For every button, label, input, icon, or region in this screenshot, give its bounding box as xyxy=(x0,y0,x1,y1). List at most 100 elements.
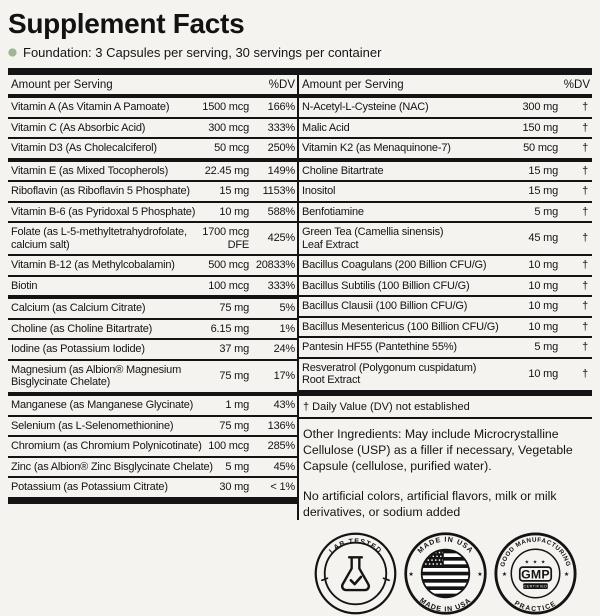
table-row: Folate (as L-5-methyltetrahydrofolate, c… xyxy=(8,223,297,257)
ingredient-amount: 1 mg xyxy=(225,398,249,411)
table-row: Bacillus Mesentericus (100 Billion CFU/G… xyxy=(299,318,592,339)
ingredient-name: Vitamin A (As Vitamin A Pamoate) xyxy=(11,101,170,113)
table-row: Choline Bitartrate 15 mg † xyxy=(299,162,592,183)
ingredient-amount: 75 mg xyxy=(219,302,249,315)
dv-header: %DV xyxy=(268,79,295,91)
ingredient-name: Green Tea (Camellia sinensis) Leaf Extra… xyxy=(302,226,444,251)
gmp-center-label: GMP xyxy=(521,567,550,581)
ingredient-name: Resveratrol (Polygonum cuspidatum) Root … xyxy=(302,361,477,387)
column-header: Amount per Serving %DV xyxy=(8,75,297,94)
ingredient-dagger: † xyxy=(582,164,588,177)
ingredient-amount: 10 mg xyxy=(528,300,558,313)
facts-column-left: Amount per Serving %DV Vitamin A (As Vit… xyxy=(8,75,297,520)
table-row: Bacillus Coagulans (200 Billion CFU/G) 1… xyxy=(299,256,592,277)
ingredient-name: Inositol xyxy=(302,185,336,198)
table-row: N-Acetyl-L-Cysteine (NAC) 300 mg † xyxy=(299,98,592,119)
made-in-usa-badge: MADE IN USA MADE IN USA ★ ★ xyxy=(403,532,487,615)
ingredient-amount: 5 mg xyxy=(225,460,249,473)
ingredient-dv: 588% xyxy=(267,205,296,218)
ingredient-name: Bacillus Clausii (100 Billion CFU/G) xyxy=(302,300,468,313)
ingredient-dagger: † xyxy=(582,279,588,292)
certified-label: CERTIFIED xyxy=(523,585,547,589)
table-row: Resveratrol (Polygonum cuspidatum) Root … xyxy=(299,359,592,390)
ingredient-amount: 6.15 mg xyxy=(210,322,250,335)
ingredient-amount: 300 mcg xyxy=(208,121,249,134)
ingredient-dv: < 1% xyxy=(270,481,295,494)
table-row: Vitamin C (As Absorbic Acid) 300 mcg 333… xyxy=(8,119,297,140)
star-icon: ★ xyxy=(501,571,506,578)
ingredient-dv: 24% xyxy=(273,343,296,356)
ingredient-name: Manganese (as Manganese Glycinate) xyxy=(11,398,194,411)
table-row: Inositol 15 mg † xyxy=(299,182,592,203)
ingredient-amount: 10 mg xyxy=(528,368,558,381)
ingredient-name: Magnesium (as Albion® Magnesium Bisglyci… xyxy=(11,363,182,389)
bottom-rule-left xyxy=(8,496,297,504)
table-row: Vitamin B-12 (as Methylcobalamin) 500 mc… xyxy=(8,256,297,277)
ingredient-amount: 1700 mcg DFE xyxy=(202,226,249,251)
dv-header: %DV xyxy=(563,79,590,91)
ingredient-name: Vitamin D3 (As Cholecalciferol) xyxy=(11,142,157,155)
amount-header: Amount per Serving xyxy=(11,79,113,91)
ingredient-amount: 1500 mcg xyxy=(202,101,249,113)
ingredient-rows-left: Vitamin A (As Vitamin A Pamoate) 1500 mc… xyxy=(8,98,297,497)
checkmark-icon xyxy=(349,575,362,586)
table-row: Vitamin A (As Vitamin A Pamoate) 1500 mc… xyxy=(8,98,297,119)
ingredient-amount: 75 mg xyxy=(219,419,249,432)
stars-row: ★ ★ ★ xyxy=(524,559,546,565)
ingredient-name: Choline (as Choline Bitartrate) xyxy=(11,322,153,335)
star-icon: ★ xyxy=(563,571,568,578)
star-icon: ★ xyxy=(408,571,413,578)
ingredient-name: Bacillus Mesentericus (100 Billion CFU/G… xyxy=(302,320,499,333)
table-row: Benfotiamine 5 mg † xyxy=(299,203,592,224)
table-row: Green Tea (Camellia sinensis) Leaf Extra… xyxy=(299,223,592,257)
ingredient-name: Vitamin C (As Absorbic Acid) xyxy=(11,121,146,134)
ingredient-dv: 45% xyxy=(273,460,296,473)
ingredient-amount: 10 mg xyxy=(219,205,249,218)
ingredient-dagger: † xyxy=(582,341,588,354)
flag-stars xyxy=(423,551,443,565)
paragraph-rule xyxy=(299,416,592,419)
ingredient-dv: 149% xyxy=(267,164,296,177)
page-title: Supplement Facts xyxy=(8,8,245,39)
table-row: Pantesin HF55 (Pantethine 55%) 5 mg † xyxy=(299,338,592,359)
ingredient-dv: 1% xyxy=(279,322,296,335)
dash-icon xyxy=(382,577,390,582)
table-row: Zinc (as Albion® Zinc Bisglycinate Chela… xyxy=(8,458,297,479)
ingredient-amount: 300 mg xyxy=(522,101,559,113)
certification-badges: LAB TESTED xyxy=(299,531,591,616)
ingredient-amount: 100 mcg xyxy=(208,440,249,453)
header-rule xyxy=(8,94,297,98)
ingredient-dv: 333% xyxy=(267,121,296,134)
daily-value-footnote: † Daily Value (DV) not established xyxy=(303,400,470,413)
ingredient-dv: 5% xyxy=(279,302,296,315)
facts-column-right: Amount per Serving %DV N-Acetyl-L-Cystei… xyxy=(299,75,592,520)
ingredient-dagger: † xyxy=(582,185,588,198)
ingredient-dv: 43% xyxy=(273,398,296,411)
ingredient-name: Chromium (as Chromium Polynicotinate) xyxy=(11,440,202,453)
ingredient-amount: 10 mg xyxy=(528,320,558,333)
ingredient-name: Folate (as L-5-methyltetrahydrofolate, c… xyxy=(11,226,187,251)
ingredient-name: Vitamin E (as Mixed Tocopherols) xyxy=(11,164,169,177)
table-row: Malic Acid 150 mg † xyxy=(299,119,592,140)
amount-header: Amount per Serving xyxy=(302,79,404,91)
ingredient-amount: 150 mg xyxy=(522,121,559,134)
ingredient-dv: 333% xyxy=(267,279,296,292)
column-divider xyxy=(297,75,299,521)
ingredient-dagger: † xyxy=(582,300,588,313)
green-dot-icon xyxy=(8,48,17,57)
ingredient-amount: 30 mg xyxy=(219,481,249,494)
table-row: Vitamin E (as Mixed Tocopherols) 22.45 m… xyxy=(8,162,297,183)
ingredient-amount: 10 mg xyxy=(528,259,558,272)
ingredient-amount: 15 mg xyxy=(219,185,249,198)
no-artificial-text: No artificial colors, artificial flavors… xyxy=(303,488,557,519)
column-header: Amount per Serving %DV xyxy=(299,75,592,94)
ingredient-name: Bacillus Coagulans (200 Billion CFU/G) xyxy=(302,259,487,272)
dash-icon xyxy=(320,577,328,582)
ingredient-dv: 425% xyxy=(267,232,296,245)
ingredient-name: Vitamin B-12 (as Methylcobalamin) xyxy=(11,259,175,272)
table-row: Vitamin D3 (As Cholecalciferol) 50 mcg 2… xyxy=(8,139,297,162)
ingredient-dv: 20833% xyxy=(255,259,295,272)
ingredient-amount: 100 mcg xyxy=(208,279,249,292)
ingredient-amount: 5 mg xyxy=(534,341,558,354)
